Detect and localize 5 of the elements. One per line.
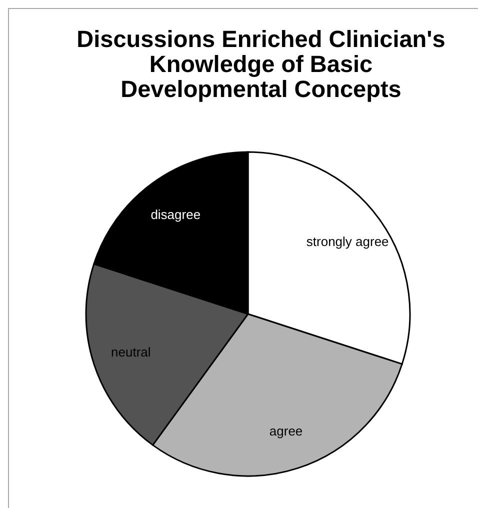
chart-title: Discussions Enriched Clinician's Knowledge of Basic Developmental Concepts	[76, 26, 446, 102]
slice-label: agree	[269, 424, 303, 439]
slice-label: neutral	[111, 344, 151, 360]
slice-label: disagree	[150, 206, 201, 222]
slice-label: strongly agree	[306, 234, 389, 250]
